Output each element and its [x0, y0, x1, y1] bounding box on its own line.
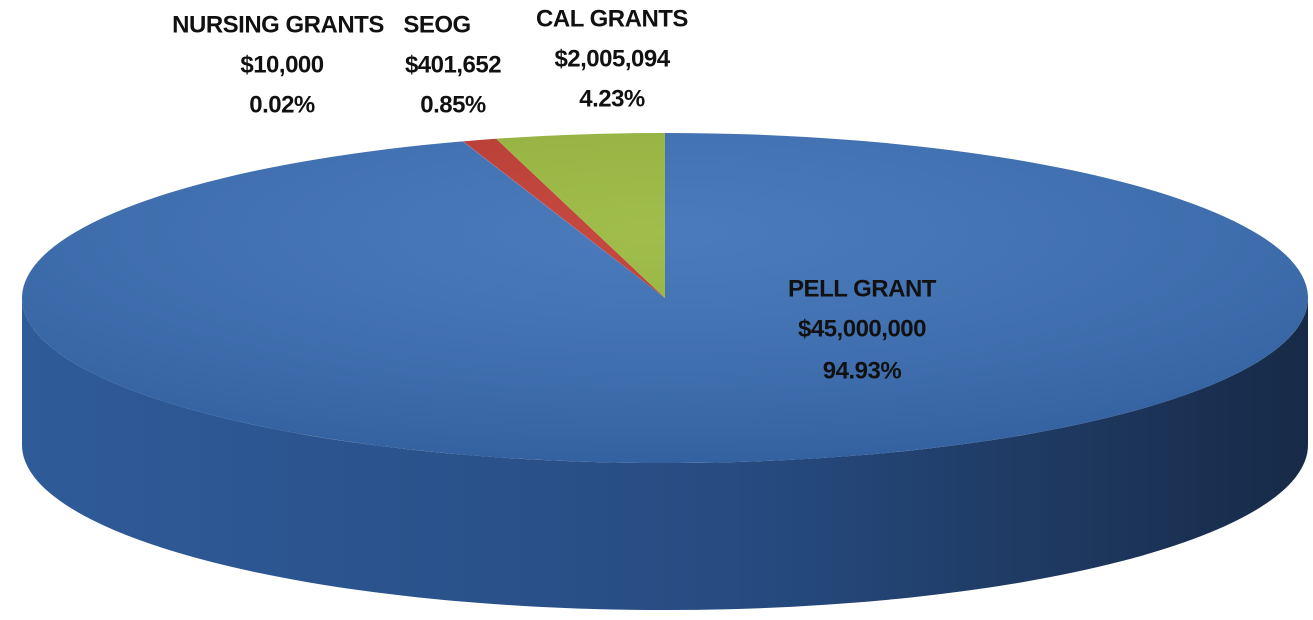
- slice-label-name: CAL GRANTS: [536, 5, 688, 32]
- slice-side: [22, 298, 1308, 610]
- slice-label-amount: $401,652: [405, 51, 501, 78]
- slice-label-amount: $10,000: [240, 51, 323, 78]
- slice-label-name: NURSING GRANTS: [172, 11, 384, 38]
- slice-label-amount: $45,000,000: [798, 315, 926, 342]
- slice-label-name: SEOG: [403, 11, 470, 38]
- slice-label-name: PELL GRANT: [788, 275, 937, 302]
- slice-label-percent: 94.93%: [823, 357, 902, 384]
- slice-label-percent: 0.02%: [249, 91, 315, 118]
- slice-label-percent: 0.85%: [420, 91, 486, 118]
- slice-label-amount: $2,005,094: [554, 45, 670, 72]
- slice-label-percent: 4.23%: [579, 85, 645, 112]
